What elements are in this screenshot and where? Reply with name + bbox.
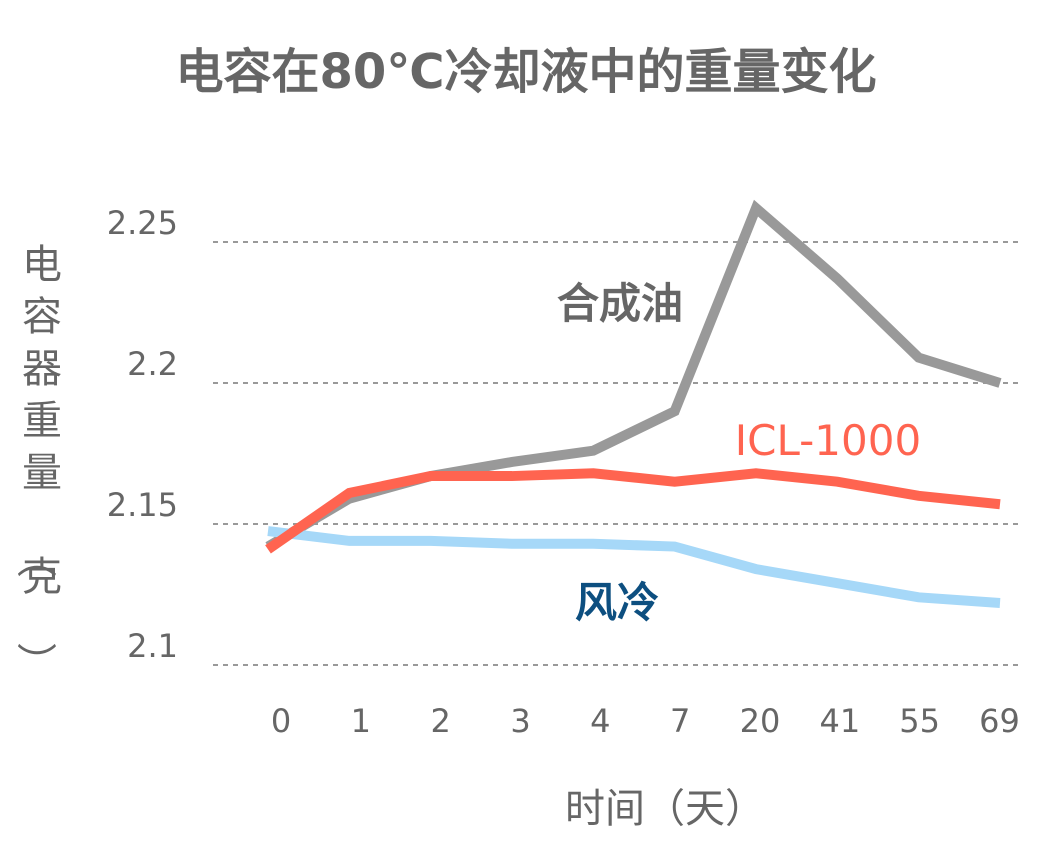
series-label-air-cooling: 风冷 — [575, 578, 659, 627]
x-tick-label: 41 — [819, 702, 860, 740]
series-label-icl-1000: ICL-1000 — [735, 416, 921, 465]
series-line-1 — [265, 468, 1001, 554]
x-tick-label: 55 — [899, 702, 940, 740]
series-label-synthetic-oil: 合成油 — [557, 279, 683, 328]
chart-title: 电容在80℃冷却液中的重量变化 — [176, 44, 877, 100]
y-tick-label: 2.2 — [127, 345, 178, 383]
x-axis-label: 时间（天） — [565, 786, 765, 832]
x-tick-label: 3 — [510, 702, 530, 740]
y-tick-label: 2.15 — [107, 486, 178, 524]
x-tick-label: 0 — [271, 702, 291, 740]
x-tick-label: 7 — [670, 702, 690, 740]
y-tick-label: 2.25 — [107, 204, 178, 242]
x-tick-label: 4 — [590, 702, 610, 740]
series-line-2 — [267, 526, 1001, 608]
x-tick-label: 20 — [740, 702, 781, 740]
x-tick-label: 69 — [979, 702, 1020, 740]
x-tick-label: 2 — [430, 702, 450, 740]
y-axis-label: 电容器重量（克） — [12, 242, 62, 682]
y-tick-label: 2.1 — [127, 627, 178, 665]
x-tick-label: 1 — [351, 702, 371, 740]
